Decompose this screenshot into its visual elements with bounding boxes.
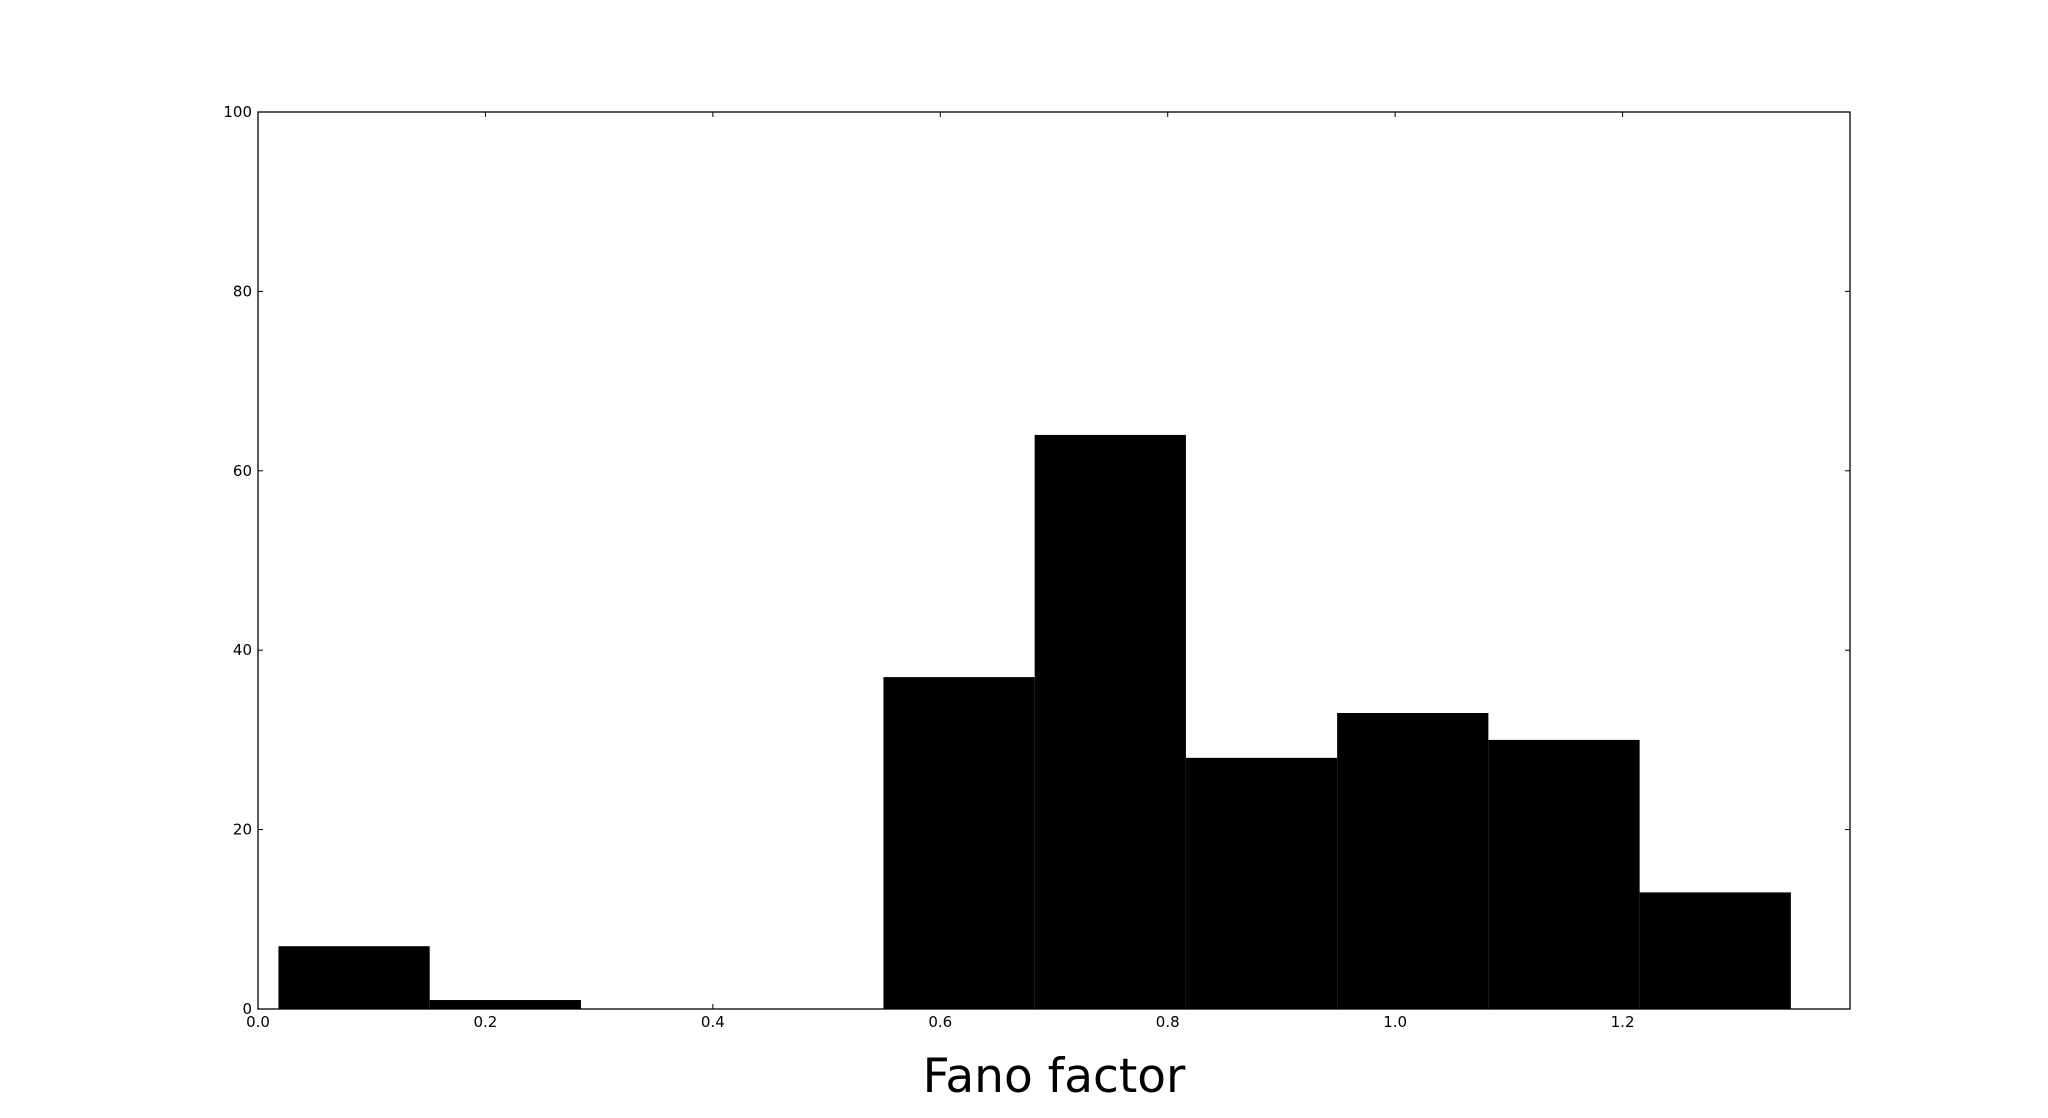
histogram-bar-0 — [278, 946, 430, 1009]
x-tick-label-5: 1.0 — [1383, 1013, 1407, 1031]
histogram-bar-6 — [1185, 757, 1338, 1009]
histogram-bar-5 — [1034, 434, 1186, 1009]
y-tick-label-2: 40 — [233, 641, 252, 659]
y-tick-labels: 0 20 40 60 80 100 — [223, 103, 252, 1018]
histogram-bar-4 — [883, 677, 1035, 1009]
y-tick-label-5: 100 — [223, 103, 252, 121]
x-tick-label-2: 0.4 — [701, 1013, 725, 1031]
y-tick-label-0: 0 — [242, 1000, 252, 1018]
x-tick-label-4: 0.8 — [1156, 1013, 1180, 1031]
y-tick-label-1: 20 — [233, 821, 252, 839]
x-tick-label-6: 1.2 — [1611, 1013, 1635, 1031]
histogram-bar-9 — [1639, 892, 1791, 1009]
x-axis-label: Fano factor — [923, 1049, 1186, 1104]
x-tick-labels: 0.0 0.2 0.4 0.6 0.8 1.0 1.2 — [246, 1013, 1634, 1031]
x-tick-label-3: 0.6 — [928, 1013, 952, 1031]
plot-frame — [257, 111, 1851, 1010]
histogram-bar-1 — [429, 1000, 581, 1009]
histogram-bar-8 — [1488, 739, 1640, 1009]
histogram-bar-7 — [1337, 712, 1489, 1009]
x-tick-label-0: 0.0 — [246, 1013, 270, 1031]
histogram-bars — [278, 434, 1791, 1009]
y-tick-label-3: 60 — [233, 462, 252, 480]
x-tick-label-1: 0.2 — [473, 1013, 497, 1031]
y-tick-label-4: 80 — [233, 282, 252, 300]
